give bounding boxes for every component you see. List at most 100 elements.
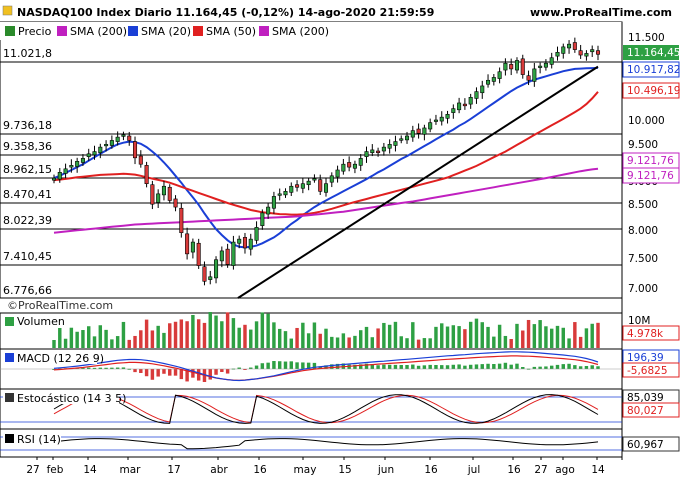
x-tick: mar	[120, 464, 142, 476]
macd-bar	[301, 362, 305, 369]
candle-body	[173, 198, 178, 208]
candle	[86, 148, 91, 161]
macd-bar	[179, 369, 184, 380]
rsi-panel: RSI (14) 60,967	[0, 428, 680, 458]
sma20-value-label: 10.917,82	[627, 64, 680, 76]
legend-item-price: Precio	[5, 25, 52, 38]
candle-body	[514, 60, 519, 71]
sma-20-line	[53, 66, 599, 249]
macd-bar	[376, 365, 380, 369]
candle	[364, 146, 369, 163]
volume-bar	[341, 333, 346, 348]
candle	[225, 243, 230, 268]
candle	[381, 142, 386, 156]
macd-bar	[312, 362, 317, 369]
volume-bar	[139, 330, 143, 348]
macd-bar	[266, 362, 270, 369]
candle	[57, 167, 62, 183]
candle-body	[376, 150, 381, 153]
macd-bar	[428, 364, 432, 369]
macd-bar	[555, 364, 560, 369]
volume-bar	[202, 322, 207, 348]
site-label: www.ProRealTime.com	[530, 6, 672, 19]
volume-bar	[104, 329, 108, 348]
macd-bar	[474, 364, 479, 369]
candle-body	[248, 238, 253, 250]
candle-body	[306, 180, 311, 186]
candle	[497, 67, 502, 84]
volume-bar	[463, 329, 467, 348]
candle-body	[405, 135, 410, 141]
candle	[80, 154, 85, 166]
candle-body	[208, 276, 213, 280]
macd-bar	[411, 364, 415, 369]
candle-body	[399, 138, 404, 141]
volume-bar	[301, 322, 305, 348]
macd-bar	[104, 367, 108, 369]
macd-bar	[590, 365, 594, 369]
macd-bar	[168, 369, 172, 376]
volume-bar	[376, 328, 380, 348]
candle-body	[451, 108, 456, 113]
hline-label: 6.776,66	[3, 284, 52, 297]
stochastic-k-line	[53, 394, 599, 424]
candle-body	[538, 65, 543, 68]
legend-label-price: Precio	[18, 25, 52, 38]
candle-body	[98, 146, 103, 153]
candle	[144, 161, 149, 188]
macd-bar	[150, 369, 155, 380]
volume-bar	[532, 324, 537, 348]
volume-bar	[289, 338, 293, 348]
hline-label: 11.021,8	[3, 47, 52, 60]
legend-swatch-sma200a	[57, 26, 67, 36]
candle-body	[225, 248, 230, 265]
volume-bar	[52, 340, 56, 348]
macd-bar	[509, 364, 513, 369]
rsi-value: 60,967	[627, 439, 664, 451]
volume-bar	[110, 339, 114, 348]
candle	[51, 174, 57, 184]
candle	[312, 174, 317, 183]
candle	[127, 131, 132, 146]
volume-bar	[254, 321, 259, 348]
macd-bar	[173, 369, 178, 376]
volume-bar	[75, 331, 79, 348]
macd-bar	[578, 366, 583, 369]
candle	[590, 45, 595, 57]
macd-bar	[330, 364, 334, 369]
candle-body	[214, 259, 219, 279]
volume-bar	[405, 338, 409, 348]
volume-bar	[440, 323, 444, 348]
candle	[451, 104, 456, 119]
candle	[595, 45, 601, 61]
volume-bar	[509, 339, 513, 348]
x-tick: ago	[555, 464, 575, 476]
candle	[208, 270, 213, 285]
volume-axis-top: 10M	[628, 315, 650, 327]
volume-bar	[555, 325, 560, 348]
legend-swatch-sma50	[193, 26, 203, 36]
volume-bar	[168, 323, 172, 348]
menu-box[interactable]	[2, 5, 13, 16]
candle-body	[266, 206, 271, 215]
candle-body	[156, 193, 161, 203]
x-tick: 14	[83, 464, 97, 476]
volume-bar	[272, 322, 276, 348]
candle-body	[457, 102, 462, 111]
volume-bar	[549, 328, 554, 348]
macd-bar	[584, 366, 589, 369]
candle-body	[561, 46, 566, 54]
volume-bar	[150, 330, 155, 348]
hline-label: 8.962,15	[3, 163, 52, 176]
macd-bar	[359, 364, 363, 369]
macd-bar	[561, 364, 565, 369]
volume-bar	[98, 325, 103, 348]
candle-body	[572, 42, 577, 50]
candle-body	[283, 191, 288, 196]
macd-bar	[463, 365, 467, 369]
candle-body	[115, 136, 120, 142]
volume-bar	[260, 312, 265, 348]
volume-bar	[196, 319, 201, 348]
hline-label: 9.736,18	[3, 119, 52, 132]
stochastic-value-1: 85,039	[627, 392, 664, 404]
